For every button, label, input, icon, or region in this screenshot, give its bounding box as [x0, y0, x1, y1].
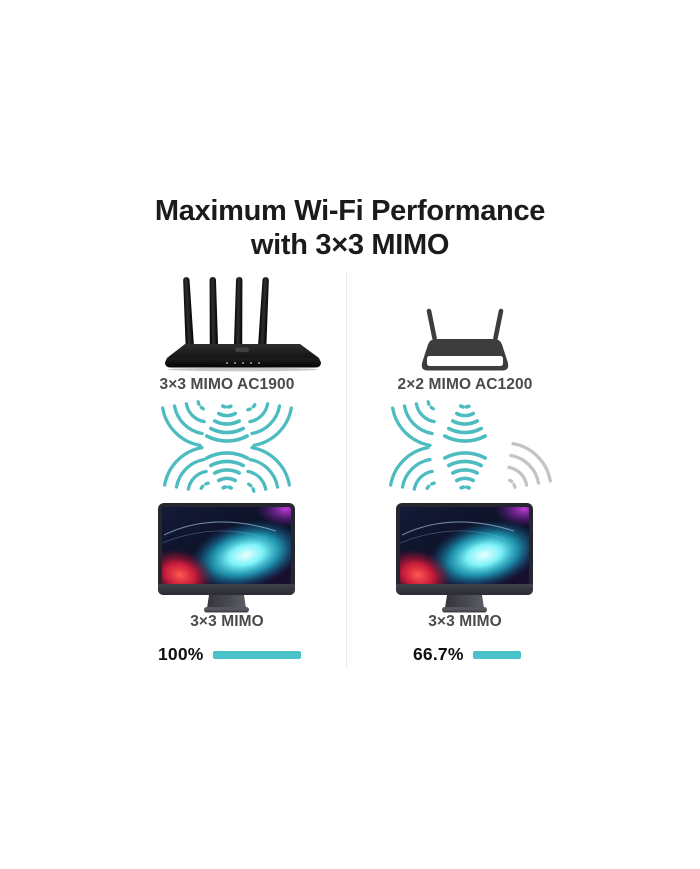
monitor-screen-wallpaper	[400, 507, 529, 584]
router-2-antenna-icon	[421, 308, 509, 371]
page-title: Maximum Wi-Fi Performance with 3×3 MIMO	[0, 194, 700, 262]
imac-monitor-left	[158, 503, 295, 613]
router-logo-mark	[235, 347, 249, 353]
percent-label-left: 100%	[158, 643, 204, 664]
title-line-2: with 3×3 MIMO	[250, 229, 450, 261]
client-label-left: 3×3 MIMO	[190, 613, 264, 630]
performance-row-right: 66.7%	[413, 643, 521, 664]
wifi-wave-icon	[388, 440, 451, 500]
router-icon-slot	[427, 356, 503, 366]
wifi-wave-icon	[157, 440, 225, 500]
monitor-foot-shadow	[443, 610, 486, 613]
title-line-1: Maximum Wi-Fi Performance	[154, 195, 546, 227]
wifi-wave-icon	[442, 451, 488, 490]
monitor-stand	[445, 595, 484, 608]
imac-monitor-right	[396, 503, 533, 613]
monitor-foot-shadow	[205, 610, 248, 613]
monitor-chin	[396, 584, 533, 595]
wifi-wave-icon-inactive	[490, 436, 558, 500]
router-4-antenna-photo	[165, 277, 321, 372]
performance-row-left: 100%	[158, 643, 301, 664]
monitor-chin	[158, 584, 295, 595]
wifi-waves-left	[155, 396, 299, 500]
client-label-right: 3×3 MIMO	[428, 613, 502, 630]
performance-bar-left	[212, 650, 301, 659]
wifi-waves-right	[388, 396, 558, 500]
wifi-wave-icon	[205, 404, 249, 443]
column-divider	[346, 272, 347, 668]
router-icon-antennas	[426, 308, 504, 341]
router-antennas	[183, 277, 269, 351]
wifi-wave-icon	[155, 396, 223, 453]
wifi-wave-icon	[388, 396, 453, 453]
router-label-right: 2×2 MIMO AC1200	[397, 376, 533, 393]
router-led-lights	[225, 361, 261, 365]
performance-bar-right	[472, 650, 521, 659]
monitor-stand	[207, 595, 246, 608]
wifi-wave-icon	[442, 404, 488, 443]
percent-label-right: 66.7%	[413, 643, 464, 664]
wifi-wave-icon	[229, 440, 297, 500]
monitor-screen-wallpaper	[162, 507, 291, 584]
router-shadow	[168, 367, 318, 372]
router-label-left: 3×3 MIMO AC1900	[159, 376, 295, 393]
wifi-wave-icon	[231, 396, 299, 453]
wifi-wave-icon	[205, 451, 249, 490]
